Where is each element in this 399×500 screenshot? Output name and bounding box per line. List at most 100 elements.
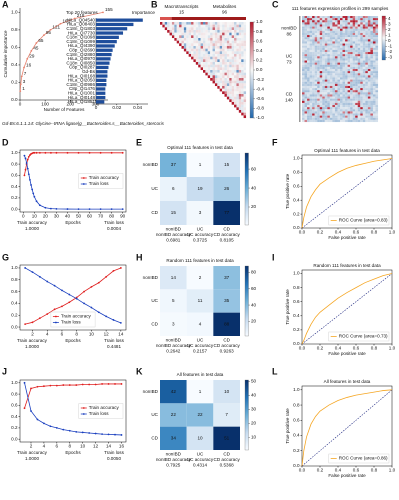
heatmap-texture — [238, 88, 242, 92]
heatmap-texture — [238, 72, 242, 76]
heatmap-texture — [312, 66, 315, 70]
heatmap-texture — [179, 22, 182, 25]
heatmap-texture — [370, 22, 373, 25]
heatmap-texture — [193, 38, 196, 41]
heatmap-texture — [314, 85, 318, 89]
x-tick-label: 300 — [92, 102, 100, 107]
heatmap-texture — [186, 22, 189, 25]
heatmap-texture — [355, 54, 358, 57]
accuracy-label: nonIBD accuracy — [156, 232, 192, 237]
heatmap-texture — [324, 60, 328, 63]
heatmap-texture — [314, 28, 318, 31]
heatmap-texture — [372, 107, 376, 110]
y-tick-label: 0.2 — [293, 327, 300, 332]
heatmap-texture — [183, 24, 187, 28]
heatmap-texture — [312, 98, 315, 101]
heatmap-texture — [370, 117, 373, 120]
bar — [96, 78, 107, 82]
heatmap-texture — [334, 32, 338, 36]
heatmap-texture — [229, 24, 232, 28]
matrix-cell — [186, 312, 214, 336]
matrix-cell — [186, 403, 214, 427]
heatmap-texture — [322, 35, 325, 38]
heatmap-texture — [238, 96, 242, 100]
data-point — [36, 418, 39, 421]
category-label: HiLa_QI0148 — [68, 95, 96, 100]
heatmap-texture — [312, 109, 315, 112]
heatmap-texture — [327, 47, 330, 50]
heatmap-texture — [186, 32, 189, 36]
heatmap-texture — [314, 16, 318, 19]
heatmap-texture — [234, 67, 237, 71]
heatmap-texture — [314, 113, 318, 116]
colorbar-tick-label: 4 — [388, 16, 391, 21]
data-point — [24, 168, 27, 171]
heatmap-texture — [243, 48, 247, 52]
panel-letter: D — [2, 137, 9, 147]
heatmap-texture — [200, 40, 204, 44]
legend-label: ROC Curve (area=0.83) — [339, 218, 388, 223]
heatmap-texture — [355, 77, 358, 80]
heatmap-texture — [231, 78, 235, 81]
heatmap-texture — [345, 66, 348, 70]
bar — [96, 31, 124, 35]
heatmap-texture — [188, 30, 192, 33]
heatmap-texture — [375, 81, 379, 84]
heatmap-texture — [352, 79, 356, 82]
heatmap-texture — [302, 58, 305, 61]
heatmap-texture — [360, 69, 363, 72]
y-tick-label: 1.0 — [11, 10, 18, 15]
heatmap-texture — [375, 60, 379, 63]
heatmap-texture — [370, 18, 373, 21]
heatmap-texture — [186, 40, 189, 44]
heatmap-texture — [324, 79, 328, 82]
heatmap-texture — [340, 35, 343, 38]
category-label: Gd-Bs — [82, 69, 96, 74]
heatmap-texture — [337, 90, 341, 93]
heatmap-texture — [322, 75, 325, 78]
heatmap-texture — [347, 30, 351, 34]
heatmap-texture — [307, 75, 310, 78]
heatmap-texture — [322, 115, 325, 118]
heatmap-texture — [304, 52, 308, 55]
heatmap-texture — [342, 62, 346, 65]
heatmap-texture — [360, 62, 363, 65]
y-tick-label: 0.4 — [293, 197, 300, 202]
heatmap-texture — [357, 60, 361, 63]
heatmap-texture — [217, 72, 220, 76]
heatmap-texture — [217, 70, 220, 73]
heatmap-texture — [174, 22, 177, 25]
heatmap-texture — [162, 22, 165, 25]
cell-label: 5 — [172, 298, 175, 303]
heatmap-texture — [319, 20, 323, 23]
heatmap-texture — [314, 81, 318, 84]
heatmap-texture — [347, 105, 351, 108]
plot-frame — [19, 264, 127, 331]
heatmap-texture — [322, 105, 325, 108]
heatmap-texture — [181, 27, 184, 31]
heatmap-texture — [334, 18, 338, 21]
heatmap-texture — [365, 92, 368, 95]
colorbar-tick-label: 60 — [251, 286, 257, 291]
heatmap-texture — [332, 102, 335, 106]
heatmap-texture — [350, 35, 353, 38]
matrix-cell — [213, 312, 240, 336]
heatmap-texture — [362, 98, 366, 101]
heatmap-texture — [229, 99, 232, 103]
heatmap-texture — [236, 56, 239, 60]
heatmap-texture — [340, 24, 343, 27]
data-point — [46, 313, 49, 315]
heatmap-texture — [327, 119, 330, 123]
group-count: 15 — [179, 10, 185, 15]
heatmap-texture — [309, 20, 313, 23]
heatmap-texture — [324, 56, 328, 59]
heatmap-texture — [234, 75, 237, 79]
heatmap-texture — [340, 90, 343, 93]
reference-diagonal — [301, 273, 393, 345]
heatmap-texture — [342, 73, 346, 76]
point-label: 65 — [38, 38, 44, 43]
heatmap-texture — [238, 80, 242, 84]
point-label: 155 — [105, 7, 113, 12]
heatmap-texture — [317, 16, 320, 19]
heatmap-texture — [352, 73, 356, 76]
